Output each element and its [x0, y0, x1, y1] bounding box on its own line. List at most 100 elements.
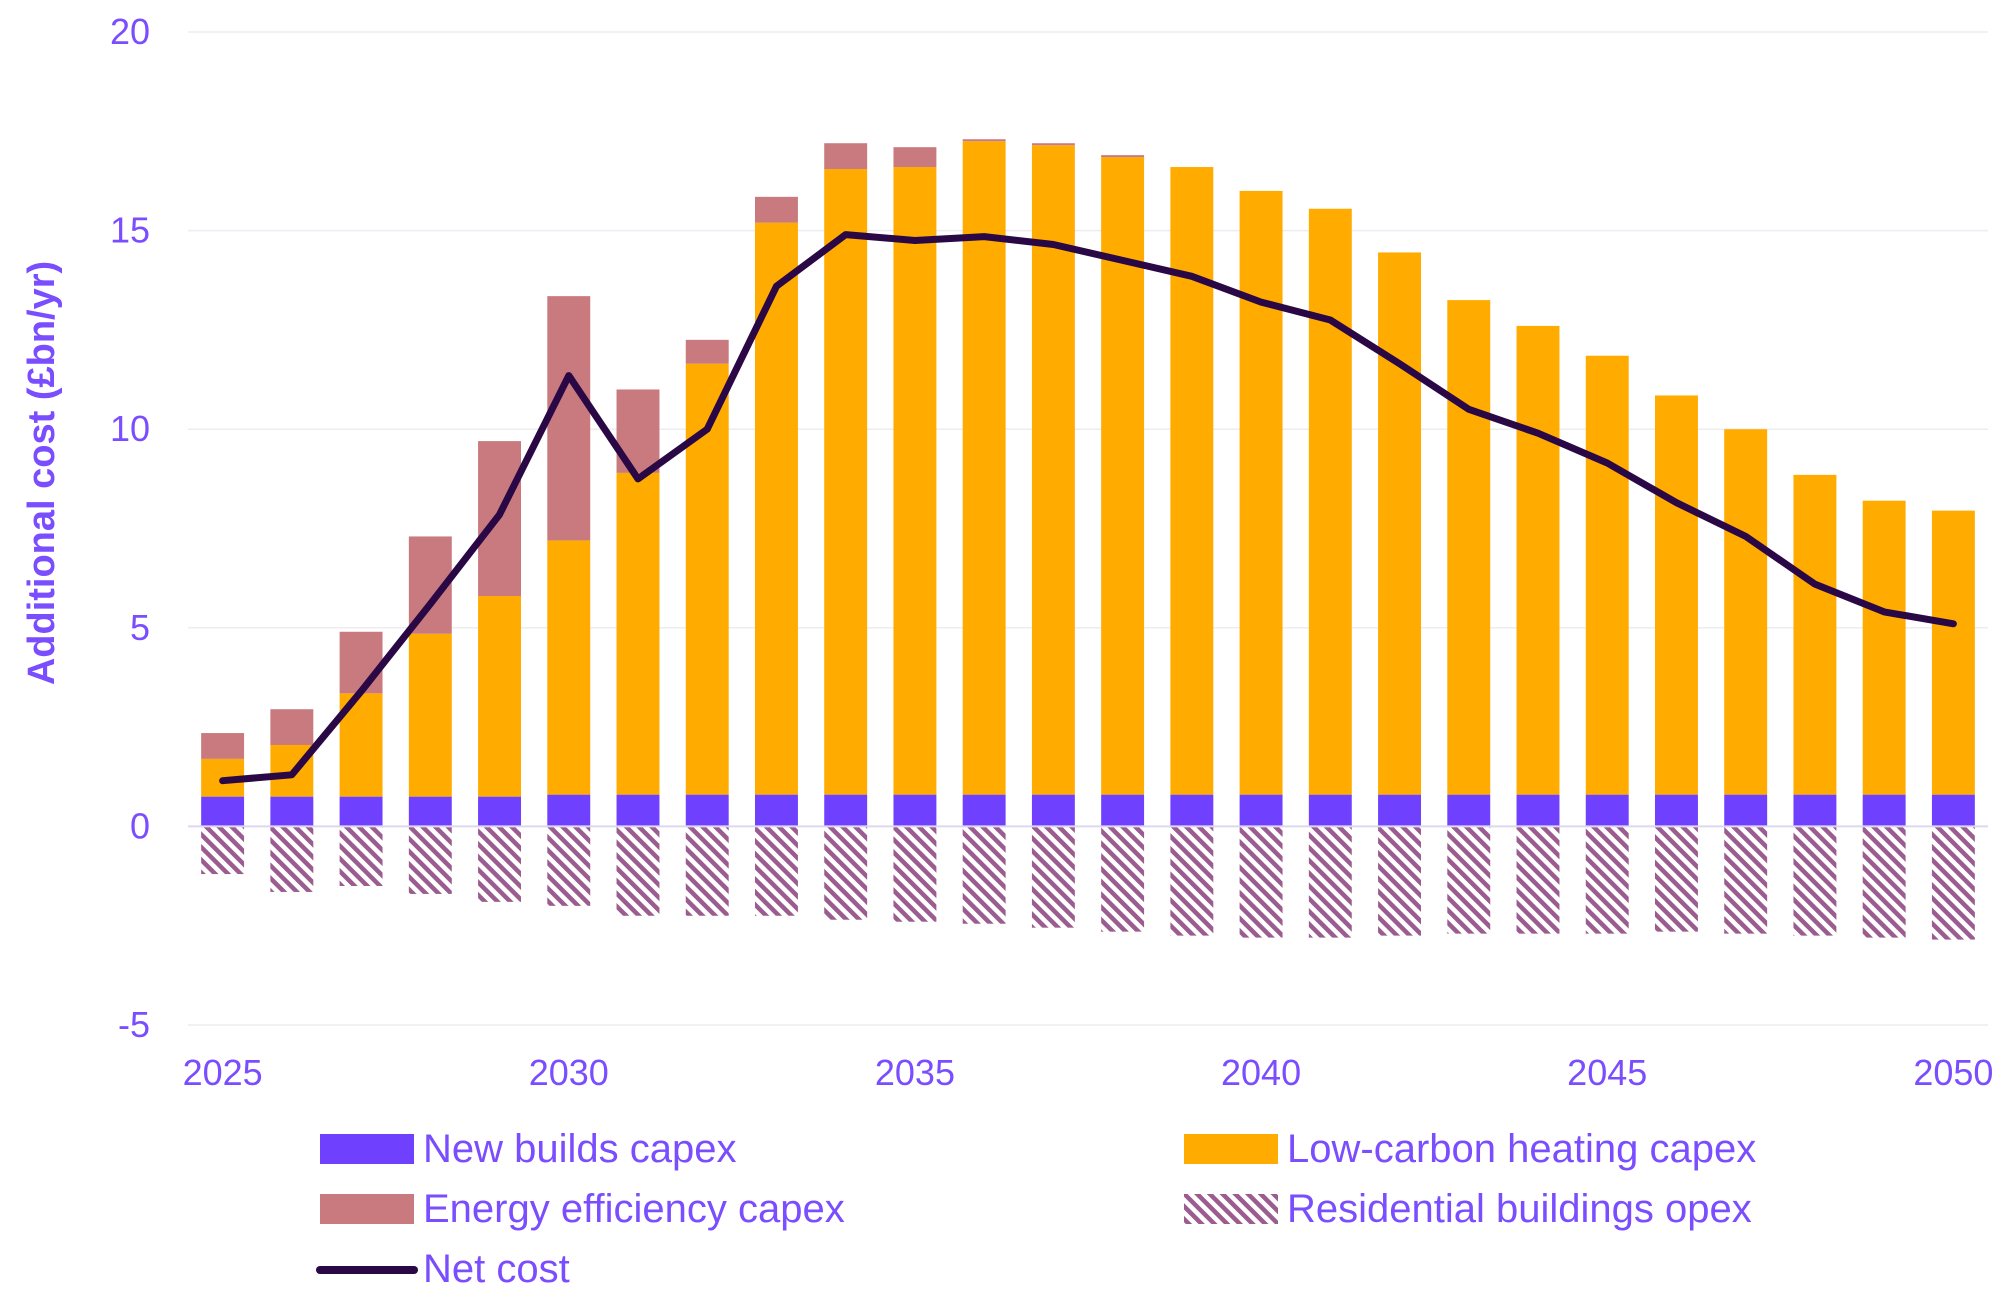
bar-low-carbon-heating-capex: [1308, 208, 1352, 795]
bar-new-builds-capex: [201, 796, 245, 827]
bar-low-carbon-heating-capex: [1170, 167, 1214, 795]
bar-residential-buildings-opex: [1516, 826, 1560, 934]
bar-residential-buildings-opex: [1724, 826, 1768, 934]
bar-residential-buildings-opex: [1239, 826, 1283, 938]
bar-residential-buildings-opex: [339, 826, 383, 886]
legend-item-residential-buildings-opex: Residential buildings opex: [1184, 1187, 1752, 1231]
bar-low-carbon-heating-capex: [1862, 500, 1906, 795]
bar-residential-buildings-opex: [893, 826, 937, 922]
y-axis-ticks: 20 15 10 5 0 -5: [110, 11, 150, 1045]
bar-energy-efficiency-capex: [824, 143, 868, 170]
bar-residential-buildings-opex: [1931, 826, 1975, 940]
net-cost-line-layer: [219, 231, 1957, 785]
bar-residential-buildings-opex: [547, 826, 591, 906]
bar-new-builds-capex: [1724, 794, 1768, 827]
bar-new-builds-capex: [408, 796, 452, 827]
gridlines: [188, 31, 1988, 1026]
legend-swatch: [1184, 1134, 1278, 1164]
legend-label: Net cost: [423, 1247, 570, 1291]
x-tick-label: 2030: [529, 1052, 609, 1093]
bar-energy-efficiency-capex: [755, 196, 798, 223]
bar-energy-efficiency-capex: [893, 147, 937, 168]
bar-low-carbon-heating-capex: [1101, 157, 1145, 795]
bar-energy-efficiency-capex: [547, 296, 591, 541]
bar-residential-buildings-opex: [824, 826, 868, 920]
bar-low-carbon-heating-capex: [1447, 300, 1491, 795]
legend-label: Low-carbon heating capex: [1287, 1127, 1756, 1171]
bar-residential-buildings-opex: [1378, 826, 1421, 936]
x-tick-label: 2050: [1913, 1052, 1993, 1093]
y-tick-label: 15: [110, 210, 150, 251]
bar-low-carbon-heating-capex: [962, 141, 1006, 795]
bar-residential-buildings-opex: [1170, 826, 1214, 936]
bar-new-builds-capex: [547, 794, 591, 827]
y-tick-label: 10: [110, 408, 150, 449]
bar-low-carbon-heating-capex: [478, 596, 521, 797]
bar-new-builds-capex: [893, 794, 937, 827]
line-net-cost: [219, 231, 1957, 785]
legend-swatch: [320, 1194, 414, 1224]
bar-residential-buildings-opex: [1101, 826, 1145, 932]
y-tick-label: 5: [130, 607, 150, 648]
bar-residential-buildings-opex: [1031, 826, 1075, 928]
bar-residential-buildings-opex: [1447, 826, 1491, 934]
bar-new-builds-capex: [270, 796, 314, 827]
bar-residential-buildings-opex: [408, 826, 452, 894]
bar-low-carbon-heating-capex: [1239, 190, 1283, 795]
bar-low-carbon-heating-capex: [824, 169, 868, 795]
bar-new-builds-capex: [685, 794, 729, 827]
bar-energy-efficiency-capex: [1031, 143, 1075, 146]
bar-low-carbon-heating-capex: [1793, 474, 1837, 795]
bar-low-carbon-heating-capex: [1724, 429, 1768, 795]
bar-new-builds-capex: [1793, 794, 1837, 827]
legend-swatch: [1184, 1194, 1278, 1224]
bar-residential-buildings-opex: [1862, 826, 1906, 938]
bar-energy-efficiency-capex: [201, 733, 245, 759]
y-tick-label: 0: [130, 805, 150, 846]
bars-layer: [201, 139, 1975, 940]
bar-new-builds-capex: [478, 796, 521, 827]
bar-energy-efficiency-capex: [1101, 155, 1145, 158]
bar-residential-buildings-opex: [478, 826, 521, 902]
bar-new-builds-capex: [1516, 794, 1560, 827]
bar-new-builds-capex: [1031, 794, 1075, 827]
bar-new-builds-capex: [1308, 794, 1352, 827]
x-tick-label: 2045: [1567, 1052, 1647, 1093]
bar-new-builds-capex: [1239, 794, 1283, 827]
bar-new-builds-capex: [824, 794, 868, 827]
bar-residential-buildings-opex: [755, 826, 798, 916]
bar-new-builds-capex: [616, 794, 660, 827]
legend: New builds capex Low-carbon heating capex…: [316, 1127, 1756, 1291]
x-tick-label: 2035: [875, 1052, 955, 1093]
legend-item-new-builds-capex: New builds capex: [320, 1127, 737, 1171]
y-axis-label: Additional cost (£bn/yr): [21, 261, 63, 685]
bar-energy-efficiency-capex: [270, 709, 314, 745]
legend-item-low-carbon-heating-capex: Low-carbon heating capex: [1184, 1127, 1756, 1171]
legend-item-energy-efficiency-capex: Energy efficiency capex: [320, 1187, 845, 1231]
legend-item-net-cost: Net cost: [316, 1247, 570, 1291]
bar-new-builds-capex: [1931, 794, 1975, 827]
legend-label: Energy efficiency capex: [423, 1187, 845, 1231]
bar-new-builds-capex: [1585, 794, 1629, 827]
bar-low-carbon-heating-capex: [1655, 395, 1698, 795]
bar-low-carbon-heating-capex: [408, 633, 452, 797]
bar-residential-buildings-opex: [270, 826, 314, 892]
bar-residential-buildings-opex: [1655, 826, 1698, 932]
bar-new-builds-capex: [1378, 794, 1421, 827]
y-tick-label: 20: [110, 11, 150, 52]
bar-residential-buildings-opex: [962, 826, 1006, 924]
bar-low-carbon-heating-capex: [1931, 510, 1975, 795]
bar-residential-buildings-opex: [616, 826, 660, 916]
bar-low-carbon-heating-capex: [616, 472, 660, 795]
bar-energy-efficiency-capex: [685, 339, 729, 364]
bar-residential-buildings-opex: [685, 826, 729, 916]
bar-low-carbon-heating-capex: [547, 540, 591, 795]
bar-new-builds-capex: [962, 794, 1006, 827]
bar-residential-buildings-opex: [1793, 826, 1837, 936]
bar-new-builds-capex: [1655, 794, 1698, 827]
x-axis-ticks: 2025 2030 2035 2040 2045 2050: [183, 1052, 1994, 1093]
bar-low-carbon-heating-capex: [1585, 355, 1629, 795]
bar-energy-efficiency-capex: [962, 139, 1006, 142]
